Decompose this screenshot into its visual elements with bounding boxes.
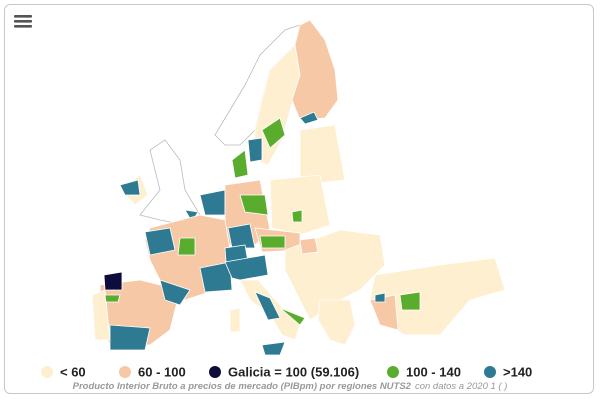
menu-button[interactable] bbox=[14, 15, 32, 28]
region bbox=[299, 124, 346, 186]
region bbox=[199, 261, 233, 293]
legend-label: Galicia = 100 (59.106) bbox=[228, 364, 359, 379]
legend-label: 100 - 140 bbox=[406, 364, 461, 379]
region bbox=[299, 111, 319, 125]
region bbox=[227, 223, 256, 249]
region bbox=[247, 137, 263, 163]
legend: < 60 60 - 100 Galicia = 100 (59.106) 100 - … bbox=[41, 364, 532, 379]
region bbox=[291, 19, 339, 121]
region bbox=[261, 117, 286, 149]
region bbox=[317, 299, 356, 346]
regions bbox=[91, 19, 506, 356]
region bbox=[103, 271, 123, 291]
region bbox=[259, 235, 286, 249]
legend-label: < 60 bbox=[60, 364, 86, 379]
region bbox=[299, 237, 319, 255]
region bbox=[119, 179, 141, 196]
legend-label: >140 bbox=[503, 364, 532, 379]
region bbox=[144, 227, 176, 256]
region bbox=[291, 209, 303, 223]
region bbox=[399, 291, 421, 311]
region bbox=[369, 294, 399, 331]
region bbox=[269, 174, 331, 236]
region bbox=[254, 291, 281, 321]
region bbox=[229, 307, 241, 333]
legend-swatch bbox=[484, 366, 496, 378]
region bbox=[239, 194, 269, 216]
caption-title: Producto Interior Bruto a precios de mer… bbox=[73, 381, 412, 392]
region bbox=[374, 292, 386, 303]
legend-swatch bbox=[387, 366, 399, 378]
legend-swatch bbox=[209, 366, 221, 378]
region bbox=[159, 279, 191, 306]
caption-source: con datos a 2020 1 ( ) bbox=[415, 381, 507, 392]
region bbox=[177, 237, 196, 256]
region bbox=[231, 149, 249, 179]
caption: Producto Interior Bruto a precios de mer… bbox=[73, 381, 508, 392]
legend-swatch bbox=[119, 366, 131, 378]
region bbox=[224, 254, 269, 281]
region bbox=[109, 324, 151, 351]
region bbox=[279, 307, 306, 326]
legend-label: 60 - 100 bbox=[138, 364, 186, 379]
legend-swatch bbox=[41, 366, 53, 378]
region bbox=[104, 294, 121, 303]
region bbox=[261, 341, 286, 356]
region bbox=[199, 189, 226, 216]
